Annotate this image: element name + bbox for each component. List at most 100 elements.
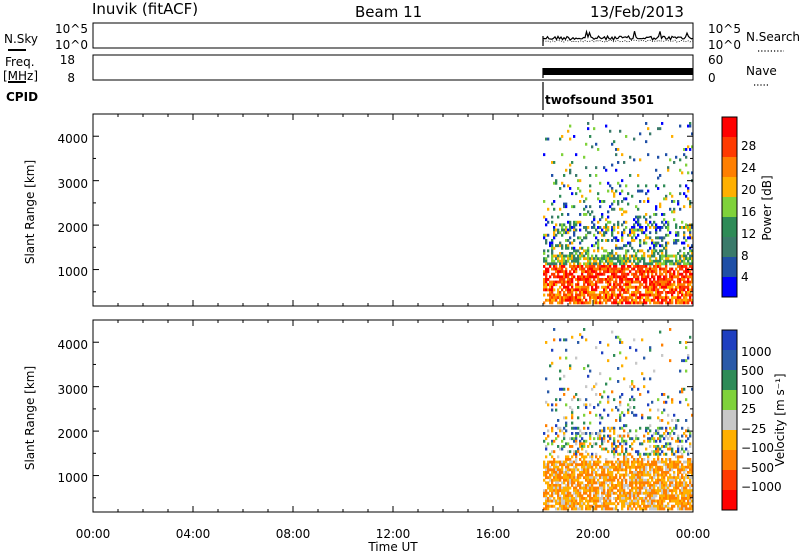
heatmap-cell (635, 491, 638, 495)
heatmap-cell (649, 246, 652, 250)
heatmap-cell (639, 463, 642, 467)
heatmap-cell (659, 228, 662, 232)
heatmap-cell (663, 491, 666, 495)
heatmap-cell (561, 497, 564, 500)
heatmap-cell (557, 301, 560, 305)
heatmap-cell (669, 280, 672, 284)
heatmap-cell (685, 468, 688, 472)
heatmap-cell (669, 468, 672, 472)
heatmap-cell (601, 471, 604, 474)
heatmap-cell (613, 265, 616, 268)
heatmap-cell (567, 184, 570, 188)
heatmap-cell (601, 246, 604, 250)
heatmap-cell (595, 465, 598, 469)
heatmap-cell (601, 429, 604, 433)
heatmap-cell (561, 471, 564, 474)
heatmap-cell (551, 442, 554, 446)
heatmap-cell (653, 445, 656, 448)
heatmap-cell (601, 301, 604, 305)
heatmap-cell (613, 262, 616, 266)
heatmap-cell (671, 267, 674, 271)
heatmap-cell (661, 426, 664, 430)
heatmap-cell (605, 293, 608, 297)
heatmap-cell (641, 465, 644, 469)
heatmap-cell (649, 285, 652, 289)
heatmap-cell (603, 249, 606, 253)
heatmap-cell (689, 494, 692, 498)
heatmap-cell (557, 257, 560, 261)
heatmap-cell (549, 301, 552, 305)
heatmap-cell (683, 280, 686, 284)
heatmap-cell (605, 124, 608, 128)
heatmap-cell (667, 484, 670, 487)
heatmap-cell (569, 476, 572, 480)
heatmap-cell (685, 489, 688, 493)
heatmap-cell (601, 280, 604, 284)
heatmap-cell (551, 267, 554, 271)
heatmap-cell (691, 171, 694, 175)
heatmap-cell (613, 272, 616, 276)
heatmap-cell (633, 491, 636, 495)
heatmap-cell (575, 460, 578, 464)
heatmap-cell (657, 486, 660, 490)
heatmap-cell (685, 481, 688, 485)
heatmap-cell (615, 460, 618, 464)
heatmap-cell (577, 249, 580, 253)
heatmap-cell (645, 298, 648, 302)
heatmap-cell (627, 285, 630, 289)
heatmap-cell (663, 285, 666, 289)
heatmap-cell (571, 484, 574, 487)
heatmap-cell (677, 231, 680, 235)
heatmap-cell (555, 254, 558, 258)
heatmap-cell (581, 455, 584, 459)
heatmap-cell (617, 275, 620, 279)
heatmap-cell (575, 174, 578, 177)
heatmap-cell (577, 507, 580, 511)
heatmap-cell (655, 439, 658, 443)
heatmap-cell (645, 465, 648, 469)
velocity-axis-ticks (92, 319, 694, 512)
heatmap-cell (673, 499, 676, 503)
heatmap-cell (655, 285, 658, 289)
heatmap-cell (621, 280, 624, 284)
heatmap-cell (601, 491, 604, 495)
heatmap-cell (615, 486, 618, 490)
heatmap-cell (647, 390, 650, 394)
heatmap-cell (549, 288, 552, 292)
heatmap-cell (671, 463, 674, 467)
heatmap-cell (625, 458, 628, 461)
heatmap-cell (615, 280, 618, 284)
heatmap-cell (639, 298, 642, 302)
heatmap-cell (627, 458, 630, 461)
heatmap-cell (577, 468, 580, 472)
heatmap-cell (563, 223, 566, 227)
heatmap-cell (635, 481, 638, 485)
heatmap-cell (599, 465, 602, 469)
heatmap-cell (657, 262, 660, 266)
heatmap-cell (665, 291, 668, 294)
heatmap-cell (631, 460, 634, 464)
heatmap-cell (675, 491, 678, 495)
heatmap-cell (653, 499, 656, 503)
heatmap-cell (565, 416, 568, 420)
heatmap-cell (635, 298, 638, 302)
heatmap-cell (625, 502, 628, 506)
heatmap-cell (595, 174, 598, 177)
heatmap-cell (669, 285, 672, 289)
heatmap-cell (577, 476, 580, 480)
heatmap-cell (591, 484, 594, 487)
heatmap-cell (555, 262, 558, 266)
heatmap-cell (685, 239, 688, 242)
heatmap-cell (691, 267, 694, 271)
heatmap-cell (575, 278, 578, 281)
heatmap-cell (593, 476, 596, 480)
heatmap-cell (689, 460, 692, 464)
heatmap-cell (583, 200, 586, 203)
heatmap-cell (673, 471, 676, 474)
heatmap-cell (641, 463, 644, 467)
heatmap-cell (609, 426, 612, 430)
nsky-right-tick-bottom: 10^0 (708, 38, 741, 52)
heatmap-cell (551, 244, 554, 248)
heatmap-cell (603, 285, 606, 289)
heatmap-cell (583, 460, 586, 464)
